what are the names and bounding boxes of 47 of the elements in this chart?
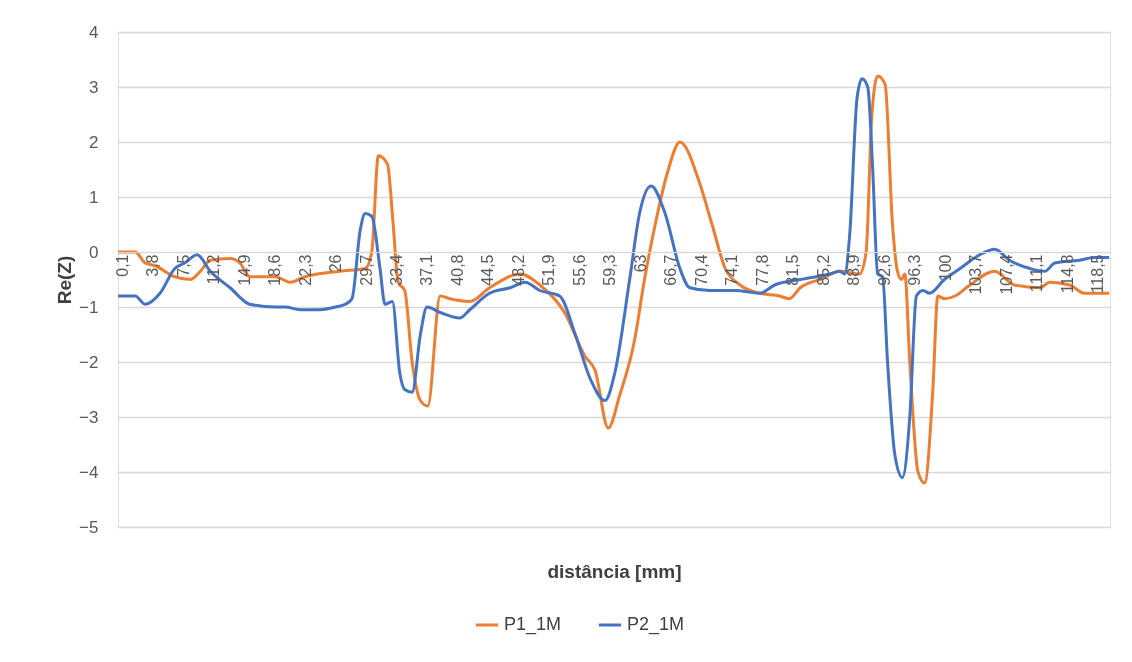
x-tick-label: 29,7 [357,254,375,286]
x-tick-label: 107,4 [997,254,1015,295]
x-tick-label: 44,5 [479,254,497,286]
x-tick-label: 37,1 [418,254,436,286]
x-tick-label: 55,6 [570,254,588,286]
y-tick-label: −3 [79,407,99,427]
x-tick-label: 66,7 [662,254,680,286]
y-axis-title: Re(Z) [54,255,76,305]
x-tick-label: 33,4 [387,254,405,286]
x-tick-label: 18,6 [266,254,284,286]
x-tick-label: 100 [936,254,954,282]
x-tick-label: 96,3 [906,254,924,286]
x-tick-label: 77,8 [753,254,771,286]
x-tick-label: 74,1 [723,254,741,286]
x-tick-label: 92,6 [875,254,893,286]
y-tick-label: 2 [89,132,99,152]
x-tick-label: 111,1 [1028,254,1046,293]
x-tick-label: 85,2 [814,254,832,286]
x-tick-label: 81,5 [784,254,802,286]
x-tick-label: 26 [327,254,345,273]
x-tick-label: 88,9 [845,254,863,286]
x-tick-label: 114,8 [1058,254,1076,294]
x-axis-title: distância [mm] [547,560,682,582]
x-tick-label: 51,9 [540,254,558,286]
y-tick-label: −5 [79,517,99,537]
y-tick-label: 3 [89,77,99,97]
x-tick-label: 70,4 [692,254,710,286]
x-tick-label: 59,3 [601,254,619,286]
y-tick-label: −4 [79,462,99,482]
x-tick-label: 118,5 [1089,254,1107,294]
x-tick-label: 103,7 [967,254,985,295]
x-tick-label: 48,2 [509,254,527,286]
y-tick-label: −2 [79,352,99,372]
y-tick-label: −1 [79,297,99,317]
x-tick-label: 22,3 [296,254,314,286]
legend-label: P2_1M [627,614,685,635]
y-tick-label: 1 [89,187,99,207]
x-tick-label: 40,8 [448,254,466,286]
x-tick-label: 7,5 [174,254,192,277]
x-tick-label: 3,8 [144,254,162,277]
y-tick-label: 0 [89,242,99,262]
x-tick-label: 63 [631,254,649,273]
x-tick-label: 11,2 [205,254,223,285]
legend-label: P1_1M [504,614,562,635]
y-tick-label: 4 [89,22,99,42]
x-tick-label: 0,1 [113,254,131,277]
x-tick-label: 14,9 [235,254,253,286]
